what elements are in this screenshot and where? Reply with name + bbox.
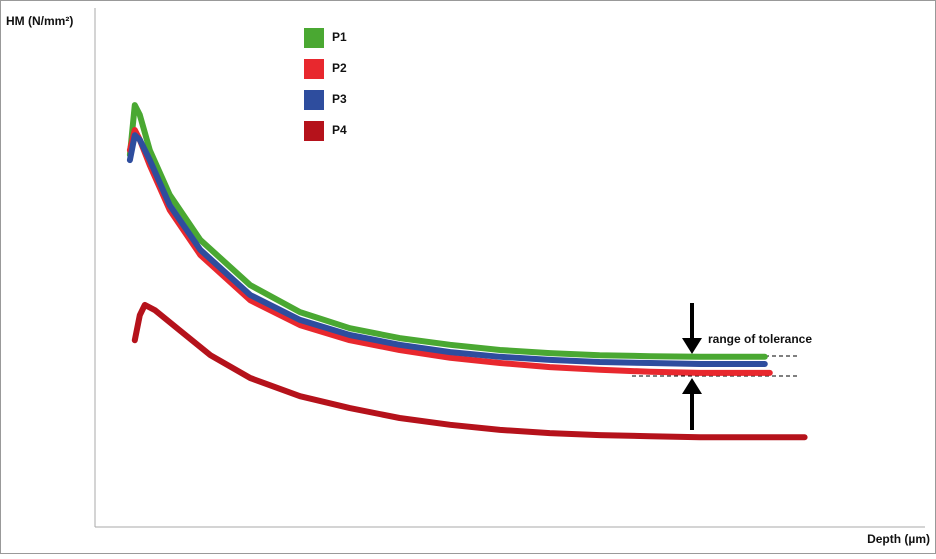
legend-swatch <box>304 90 324 110</box>
arrow-head <box>682 378 702 394</box>
annotation-text: range of tolerance <box>708 332 812 346</box>
tolerance-annotation: range of tolerance <box>632 303 812 430</box>
legend-swatch <box>304 59 324 79</box>
legend-label: P1 <box>332 30 347 44</box>
legend-swatch <box>304 121 324 141</box>
legend-label: P4 <box>332 123 347 137</box>
arrow-head <box>682 338 702 354</box>
series-line <box>126 102 768 360</box>
legend-swatch <box>304 28 324 48</box>
legend-label: P2 <box>332 61 347 75</box>
series-line <box>131 301 808 441</box>
series-line <box>126 132 768 367</box>
x-axis-title: Depth (µm) <box>867 532 930 546</box>
y-axis-title: HM (N/mm²) <box>6 14 73 28</box>
legend-label: P3 <box>332 92 347 106</box>
